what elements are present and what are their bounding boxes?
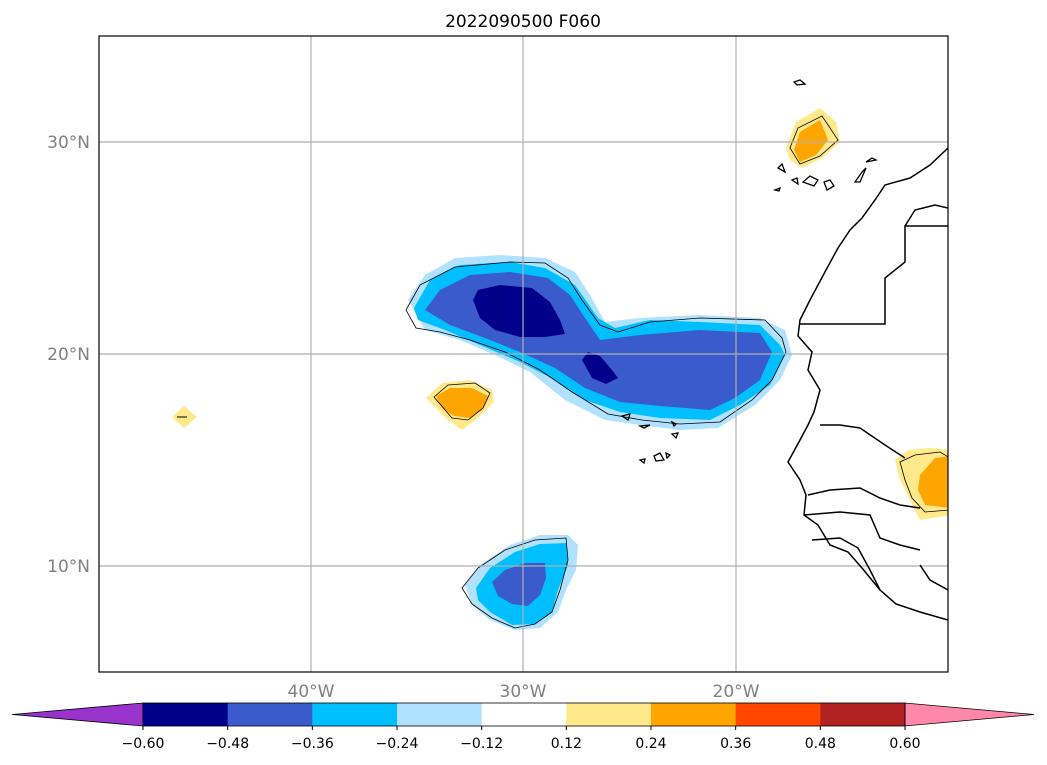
- colorbar-segment: [227, 703, 313, 726]
- y-tick-label: 30°N: [47, 133, 90, 153]
- x-tick-label: 40°W: [288, 682, 335, 702]
- colorbar-extend-low: [11, 702, 144, 727]
- x-tick-label: 30°W: [500, 682, 547, 702]
- colorbar-extend-high: [904, 702, 1035, 727]
- colorbar-tick-label: −0.24: [376, 736, 419, 752]
- map-area: [99, 36, 948, 672]
- colorbar-segment: [397, 703, 483, 726]
- colorbar: −0.60 −0.48 −0.36 −0.24 −0.12 0.12 0.24 0.36 0.4…: [11, 702, 1035, 752]
- colorbar-tick-label: 0.12: [551, 736, 582, 752]
- colorbar-segment: [735, 703, 821, 726]
- colorbar-segment: [143, 703, 229, 726]
- colorbar-tick-label: −0.60: [122, 736, 165, 752]
- colorbar-segment: [566, 703, 652, 726]
- colorbar-segment: [312, 703, 398, 726]
- map-title: 2022090500 F060: [445, 12, 601, 32]
- map-frame: [98, 35, 949, 673]
- negative-anomaly-south: [461, 535, 578, 630]
- positive-anomaly-canaries: [786, 108, 840, 168]
- colorbar-tick-label: −0.48: [206, 736, 249, 752]
- islands: [620, 79, 878, 465]
- positive-anomaly-africa: [895, 448, 948, 520]
- colorbar-tick-label: 0.60: [889, 736, 920, 752]
- y-tick-label: 10°N: [47, 557, 90, 577]
- colorbar-segment: [820, 703, 906, 726]
- coastlines: [787, 147, 948, 621]
- gridlines: [99, 36, 948, 672]
- colorbar-tick-label: 0.24: [635, 736, 666, 752]
- colorbar-tick-label: 0.36: [720, 736, 751, 752]
- x-tick-label: 20°W: [713, 682, 760, 702]
- colorbar-tick-label: −0.12: [460, 736, 503, 752]
- colorbar-segment: [651, 703, 737, 726]
- y-tick-label: 20°N: [47, 345, 90, 365]
- colorbar-tick-label: −0.36: [291, 736, 334, 752]
- negative-anomaly-main: [405, 255, 792, 430]
- x-axis-labels: 40°W 30°W 20°W: [288, 682, 760, 702]
- colorbar-frame: [142, 702, 906, 727]
- positive-anomaly-18n: [426, 380, 494, 430]
- colorbar-tick-label: 0.48: [805, 736, 836, 752]
- colorbar-segment: [481, 703, 567, 726]
- positive-anomaly-small: [172, 406, 197, 428]
- y-axis-labels: 30°N 20°N 10°N: [47, 133, 90, 577]
